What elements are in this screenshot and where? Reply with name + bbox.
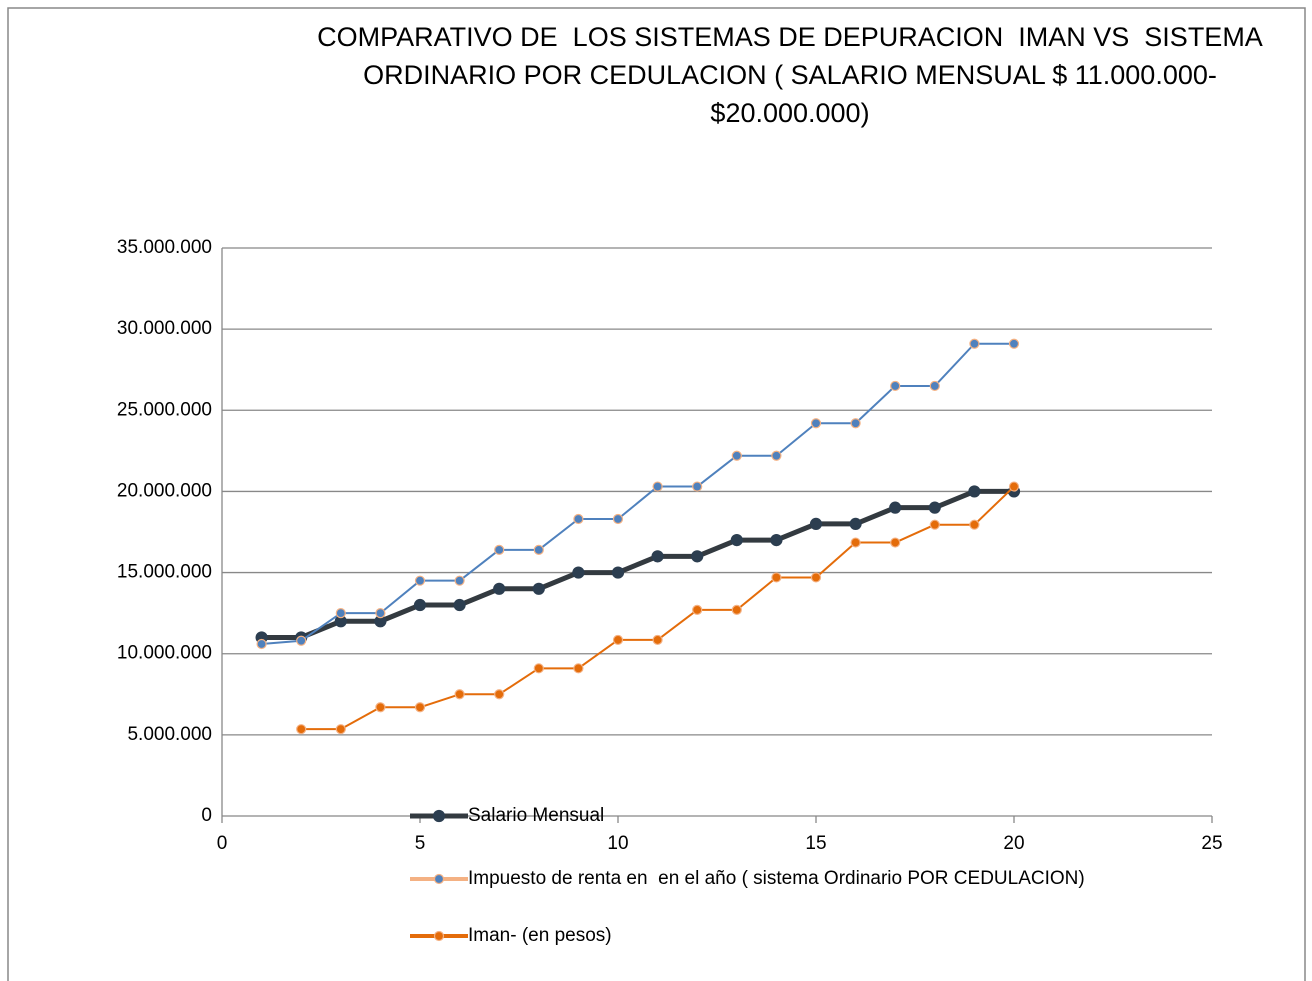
data-point xyxy=(771,572,782,583)
data-point xyxy=(533,544,544,555)
data-point xyxy=(969,338,980,349)
data-point xyxy=(691,550,704,563)
chart-title: COMPARATIVO DE LOS SISTEMAS DE DEPURACIO… xyxy=(317,22,1271,128)
legend-swatch xyxy=(410,930,468,942)
data-point xyxy=(454,575,465,586)
data-point xyxy=(810,418,822,429)
data-point xyxy=(770,534,783,547)
legend-label: Salario Mensual xyxy=(468,805,605,826)
data-point xyxy=(929,380,940,392)
legend-swatch xyxy=(410,809,468,823)
y-tick-label: 20.000.000 xyxy=(117,480,212,501)
data-point xyxy=(296,635,307,646)
data-point xyxy=(494,689,505,700)
chart-frame xyxy=(7,7,1306,981)
legend-swatch xyxy=(410,873,468,885)
data-point xyxy=(850,537,861,548)
data-point xyxy=(652,634,663,646)
data-point xyxy=(890,537,901,548)
y-tick-label: 5.000.000 xyxy=(127,724,212,745)
data-point xyxy=(809,517,823,530)
data-point xyxy=(296,724,307,735)
data-point xyxy=(414,702,426,713)
legend-item: Iman- (en pesos) xyxy=(410,923,1110,949)
x-tick-label: 10 xyxy=(607,833,628,854)
x-tick-label: 15 xyxy=(805,833,826,854)
data-point xyxy=(692,604,703,615)
data-point xyxy=(928,501,941,514)
y-tick-label: 0 xyxy=(201,805,212,826)
y-tick-label: 35.000.000 xyxy=(117,237,212,258)
data-point xyxy=(532,582,545,595)
data-point xyxy=(572,566,585,579)
data-point xyxy=(453,598,466,612)
y-tick-label: 15.000.000 xyxy=(117,562,212,583)
data-point xyxy=(771,450,782,461)
data-point xyxy=(335,608,346,619)
legend-item: Salario Mensual xyxy=(410,803,1110,829)
y-tick-label: 30.000.000 xyxy=(117,318,212,339)
data-point xyxy=(1008,338,1020,349)
x-tick-label: 20 xyxy=(1003,833,1024,854)
data-point xyxy=(850,418,861,429)
legend-label: Impuesto de renta en en el año ( sistema… xyxy=(468,868,1085,889)
data-point xyxy=(849,517,862,530)
x-tick-label: 0 xyxy=(217,833,228,854)
x-tick-label: 5 xyxy=(415,833,426,854)
data-point xyxy=(413,598,427,612)
data-point xyxy=(890,380,901,392)
data-point xyxy=(730,534,743,547)
data-point xyxy=(494,544,505,555)
data-point xyxy=(454,689,465,700)
data-point xyxy=(375,702,386,713)
data-point xyxy=(731,450,742,461)
data-point xyxy=(692,481,703,492)
y-tick-label: 25.000.000 xyxy=(117,399,212,420)
data-point xyxy=(889,501,902,514)
data-point xyxy=(810,572,822,583)
data-point xyxy=(375,608,386,619)
legend-marker xyxy=(432,809,446,823)
data-point xyxy=(414,575,426,586)
data-point xyxy=(335,724,346,735)
x-tick-label: 25 xyxy=(1201,833,1222,854)
legend-marker xyxy=(433,873,445,885)
data-point xyxy=(968,485,981,498)
legend-item: Impuesto de renta en en el año ( sistema… xyxy=(410,866,1110,892)
data-point xyxy=(256,638,267,650)
y-tick-label: 10.000.000 xyxy=(117,643,212,664)
series-line xyxy=(261,488,1014,640)
data-point xyxy=(611,566,625,579)
data-point xyxy=(612,513,624,525)
data-point xyxy=(731,604,742,615)
series-line xyxy=(261,342,1014,645)
data-point xyxy=(493,582,506,595)
data-point xyxy=(652,481,663,492)
data-point xyxy=(573,663,584,674)
data-point xyxy=(533,663,544,674)
data-point xyxy=(969,519,980,530)
legend-label: Iman- (en pesos) xyxy=(468,925,612,946)
data-point xyxy=(573,513,584,525)
legend-marker xyxy=(433,930,445,942)
data-point xyxy=(1008,481,1020,492)
data-point xyxy=(651,550,664,563)
data-point xyxy=(612,634,624,646)
data-point xyxy=(929,519,940,530)
